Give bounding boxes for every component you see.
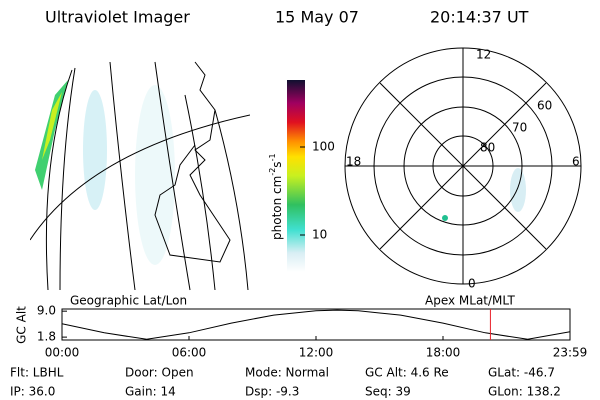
x-tick-label: 18:00 bbox=[426, 346, 461, 360]
footer-field: Flt: LBHL bbox=[10, 366, 64, 380]
aurora-glow bbox=[135, 85, 175, 265]
colorbar bbox=[287, 80, 305, 272]
geo-map bbox=[30, 61, 250, 291]
footer-field: Door: Open bbox=[125, 366, 194, 380]
altitude-frame bbox=[61, 308, 571, 341]
colorbar-unit: photon cm-2s-1 bbox=[268, 153, 284, 240]
lat-label: 70 bbox=[512, 121, 527, 135]
footer-field: GLon: 138.2 bbox=[488, 385, 561, 399]
footer-field: IP: 36.0 bbox=[10, 385, 55, 399]
geo-label: Geographic Lat/Lon bbox=[70, 294, 187, 308]
footer-field: GC Alt: 4.6 Re bbox=[365, 366, 449, 380]
aurora-arc bbox=[42, 92, 62, 160]
footer-field: Seq: 39 bbox=[365, 385, 411, 399]
unit-exp: -1 bbox=[268, 153, 277, 161]
aurora-glow bbox=[510, 168, 526, 212]
meridian bbox=[109, 61, 136, 291]
time: 20:14:37 UT bbox=[430, 8, 529, 27]
meridian bbox=[154, 61, 191, 291]
coastline bbox=[154, 61, 231, 263]
footer-field: Mode: Normal bbox=[245, 366, 329, 380]
parallel bbox=[30, 114, 250, 241]
apex-label: Apex MLat/MLT bbox=[425, 294, 515, 308]
mlt-label: 12 bbox=[476, 48, 491, 62]
mlt-label: 6 bbox=[572, 155, 580, 169]
altitude-curve bbox=[61, 309, 571, 340]
unit-mid: s bbox=[270, 161, 284, 167]
colorbar-tick-label: 100 bbox=[312, 140, 335, 154]
footer-field: GLat: -46.7 bbox=[488, 366, 555, 380]
x-tick-label: 06:00 bbox=[172, 346, 207, 360]
mlt-line bbox=[379, 82, 547, 250]
mlt-label: 18 bbox=[346, 155, 361, 169]
footer: Flt: LBHL IP: 36.0 Door: Open Gain: 14 Mode:… bbox=[10, 366, 561, 399]
aurora-spot bbox=[442, 215, 448, 221]
footer-field: Dsp: -9.3 bbox=[245, 385, 299, 399]
title: Ultraviolet Imager bbox=[45, 8, 190, 27]
meridian bbox=[59, 67, 76, 291]
y-tick-label: 9.0 bbox=[37, 304, 56, 318]
lat-label: 60 bbox=[537, 99, 552, 113]
unit-base: photon cm bbox=[270, 176, 284, 240]
meridian bbox=[214, 109, 249, 291]
mlt-label: 0 bbox=[468, 277, 476, 291]
aurora-glow bbox=[83, 90, 107, 210]
x-tick-label: 23:59 bbox=[553, 346, 588, 360]
polar-plot: 12 18 6 0 60 70 80 bbox=[344, 47, 582, 291]
footer-field: Gain: 14 bbox=[125, 385, 176, 399]
y-tick-label: 1.8 bbox=[37, 330, 56, 344]
colorbar-tick-label: 10 bbox=[312, 228, 327, 242]
lat-label: 80 bbox=[480, 141, 495, 155]
meridian bbox=[184, 94, 216, 291]
date: 15 May 07 bbox=[275, 8, 359, 27]
unit-exp: -2 bbox=[268, 168, 277, 176]
x-tick-label: 00:00 bbox=[45, 346, 80, 360]
y-axis-label: GC Alt bbox=[15, 306, 29, 344]
x-tick-label: 12:00 bbox=[299, 346, 334, 360]
meridian bbox=[45, 69, 73, 291]
aurora-arc bbox=[35, 80, 68, 190]
